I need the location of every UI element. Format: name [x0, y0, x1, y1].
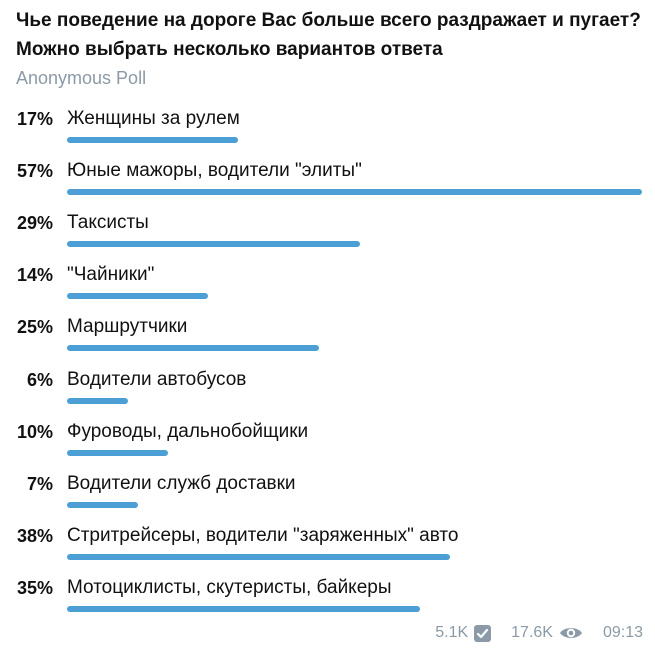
poll-option-bar: [67, 449, 168, 456]
poll-option-percent: 35%: [16, 577, 53, 598]
poll-option[interactable]: 6% Водители автобусов: [0, 368, 655, 420]
poll-option-percent: 29%: [16, 213, 53, 234]
poll-option-bar: [67, 605, 421, 612]
poll-option-label: Стритрейсеры, водители "заряженных" авто: [67, 524, 459, 546]
poll-option-percent: 57%: [16, 161, 53, 182]
poll-option-label: "Чайники": [67, 264, 155, 286]
poll-option-bar: [67, 293, 209, 300]
poll-option[interactable]: 35% Мотоциклисты, скутеристы, байкеры: [0, 576, 655, 628]
poll-option-label: Водители автобусов: [67, 368, 247, 390]
poll-option-bar: [67, 345, 320, 352]
poll-option-bar: [67, 189, 642, 196]
votes-count: 5.1K: [435, 624, 469, 641]
message-time: 09:13: [602, 624, 643, 641]
poll-option[interactable]: 57% Юные мажоры, водители "элиты": [0, 159, 655, 211]
poll-option[interactable]: 7% Водители служб доставки: [0, 472, 655, 524]
poll-option-percent: 7%: [26, 473, 53, 494]
poll-option-percent: 6%: [26, 369, 53, 390]
poll-option-label: Женщины за рулем: [67, 108, 240, 129]
message-footer: 5.1K 17.6K 09:13: [435, 624, 643, 642]
poll-option-bar: [67, 241, 360, 248]
poll-option-bar: [67, 397, 128, 404]
poll-option[interactable]: 29% Таксисты: [0, 211, 655, 263]
poll-option-label: Фуроводы, дальнобойщики: [67, 420, 309, 442]
poll-option[interactable]: 17% Женщины за рулем: [0, 107, 655, 159]
poll-option-percent: 38%: [16, 525, 53, 546]
poll-option-percent: 25%: [16, 317, 53, 338]
poll-option-label: Мотоциклисты, скутеристы, байкеры: [67, 576, 392, 598]
poll-option-label: Таксисты: [67, 212, 149, 234]
poll-option[interactable]: 25% Маршрутчики: [0, 315, 655, 367]
poll-option[interactable]: 14% "Чайники": [0, 263, 655, 315]
poll-option-percent: 10%: [16, 421, 53, 442]
poll-type-label: Anonymous Poll: [16, 68, 147, 88]
poll-option-bar: [67, 553, 451, 560]
poll-option[interactable]: 10% Фуроводы, дальнобойщики: [0, 420, 655, 472]
views-count: 17.6K: [511, 624, 553, 641]
poll-option-label: Маршрутчики: [67, 316, 188, 338]
poll-question: Чье поведение на дороге Вас больше всего…: [16, 10, 641, 60]
poll-option-percent: 14%: [16, 265, 53, 286]
poll-option-label: Юные мажоры, водители "элиты": [67, 160, 362, 182]
poll-option-bar: [67, 501, 138, 508]
poll-option-percent: 17%: [16, 109, 53, 129]
eye-icon: [559, 625, 583, 641]
poll-option-bar: [67, 137, 239, 143]
check-box-icon: [474, 624, 492, 642]
poll-option-label: Водители служб доставки: [67, 472, 296, 494]
poll-option[interactable]: 38% Стритрейсеры, водители "заряженных" а…: [0, 524, 655, 576]
